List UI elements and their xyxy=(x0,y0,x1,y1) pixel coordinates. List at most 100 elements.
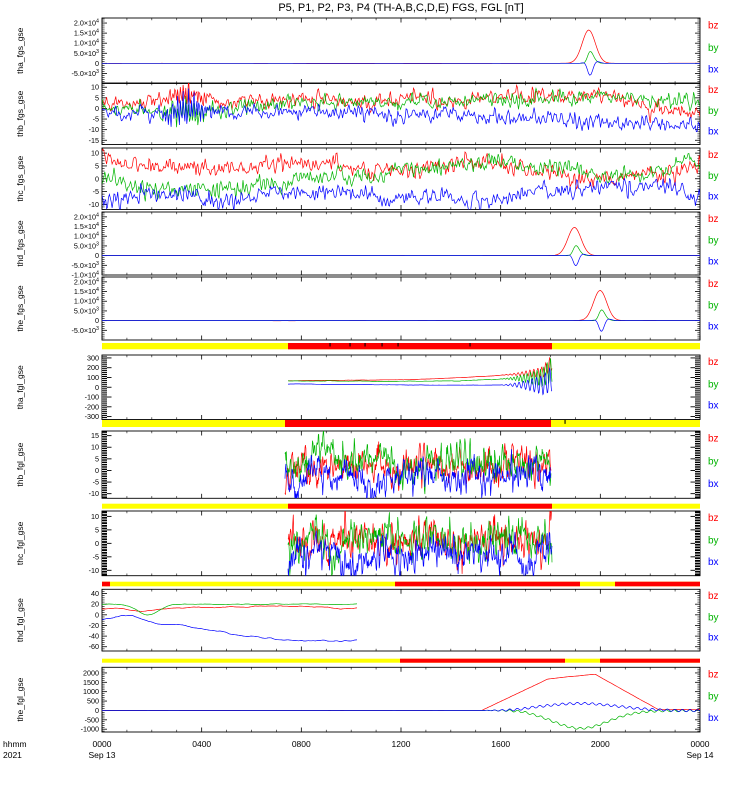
svg-text:2.0×104: 2.0×104 xyxy=(74,277,99,286)
svg-text:0: 0 xyxy=(95,383,99,392)
svg-text:1.0×104: 1.0×104 xyxy=(74,297,99,306)
svg-text:bz: bz xyxy=(708,591,719,602)
svg-text:-20: -20 xyxy=(89,621,99,630)
svg-text:P5, P1, P2, P3, P4 (TH-A,B,C,D: P5, P1, P2, P3, P4 (TH-A,B,C,D,E) FGS, F… xyxy=(278,2,523,14)
svg-text:0: 0 xyxy=(95,706,99,715)
svg-text:1500: 1500 xyxy=(83,678,99,687)
svg-text:0: 0 xyxy=(95,251,99,260)
svg-text:the_fgs_gse: the_fgs_gse xyxy=(15,285,25,332)
svg-text:bz: bz xyxy=(708,20,719,31)
svg-text:10: 10 xyxy=(91,512,99,521)
svg-text:-500: -500 xyxy=(85,715,99,724)
svg-text:by: by xyxy=(708,43,719,54)
svg-text:0: 0 xyxy=(95,539,99,548)
svg-text:2000: 2000 xyxy=(591,739,610,749)
svg-text:1.5×104: 1.5×104 xyxy=(74,222,99,231)
svg-text:thb_fgs_gse: thb_fgs_gse xyxy=(15,90,25,137)
svg-text:thd_fgl_gse: thd_fgl_gse xyxy=(15,598,25,642)
svg-text:bz: bz xyxy=(708,357,719,368)
svg-text:0: 0 xyxy=(95,174,99,183)
svg-text:-10: -10 xyxy=(89,125,99,134)
svg-text:1.5×104: 1.5×104 xyxy=(74,287,99,296)
svg-text:2000: 2000 xyxy=(83,668,99,677)
svg-text:0800: 0800 xyxy=(292,739,311,749)
svg-text:bz: bz xyxy=(708,279,719,290)
svg-text:bz: bz xyxy=(708,433,719,444)
svg-text:by: by xyxy=(708,301,719,312)
svg-text:1.0×104: 1.0×104 xyxy=(74,39,99,48)
svg-text:by: by xyxy=(708,236,719,247)
svg-text:0: 0 xyxy=(95,316,99,325)
svg-text:0000: 0000 xyxy=(691,739,710,749)
svg-text:1600: 1600 xyxy=(491,739,510,749)
svg-text:2.0×104: 2.0×104 xyxy=(74,19,99,28)
svg-text:thc_fgs_gse: thc_fgs_gse xyxy=(15,156,25,202)
svg-text:bx: bx xyxy=(708,633,719,644)
svg-text:-15: -15 xyxy=(89,136,99,145)
svg-text:300: 300 xyxy=(87,353,99,362)
svg-text:-200: -200 xyxy=(85,402,99,411)
svg-text:0400: 0400 xyxy=(192,739,211,749)
svg-text:the_fgl_gse: the_fgl_gse xyxy=(15,677,25,721)
svg-text:5: 5 xyxy=(95,93,99,102)
svg-text:10: 10 xyxy=(91,149,99,158)
svg-text:Sep 13: Sep 13 xyxy=(89,750,116,760)
svg-text:-5: -5 xyxy=(93,478,99,487)
svg-text:0: 0 xyxy=(95,466,99,475)
svg-text:-5: -5 xyxy=(93,115,99,124)
svg-text:2021: 2021 xyxy=(3,750,22,760)
svg-text:5.0×103: 5.0×103 xyxy=(74,241,99,250)
svg-text:-5: -5 xyxy=(93,552,99,561)
svg-text:1.0×104: 1.0×104 xyxy=(74,232,99,241)
svg-text:Sep 14: Sep 14 xyxy=(687,750,714,760)
svg-text:bx: bx xyxy=(708,713,719,724)
svg-text:by: by xyxy=(708,379,719,390)
svg-text:by: by xyxy=(708,612,719,623)
svg-text:bz: bz xyxy=(708,513,719,524)
svg-text:tha_fgl_gse: tha_fgl_gse xyxy=(15,365,25,409)
svg-text:5: 5 xyxy=(95,454,99,463)
svg-text:by: by xyxy=(708,106,719,117)
svg-text:by: by xyxy=(708,171,719,182)
svg-text:0: 0 xyxy=(95,610,99,619)
svg-text:-5: -5 xyxy=(93,187,99,196)
svg-text:-10: -10 xyxy=(89,200,99,209)
svg-text:by: by xyxy=(708,535,719,546)
svg-text:5: 5 xyxy=(95,525,99,534)
svg-text:15: 15 xyxy=(91,431,99,440)
svg-text:-5.0×103: -5.0×103 xyxy=(71,261,99,270)
svg-text:40: 40 xyxy=(91,589,99,598)
svg-text:bx: bx xyxy=(708,256,719,267)
svg-text:bx: bx xyxy=(708,191,719,202)
svg-text:-300: -300 xyxy=(85,412,99,421)
svg-text:thd_fgs_gse: thd_fgs_gse xyxy=(15,220,25,267)
svg-text:200: 200 xyxy=(87,363,99,372)
svg-text:bz: bz xyxy=(708,214,719,225)
svg-text:1.5×104: 1.5×104 xyxy=(74,29,99,38)
svg-text:2.0×104: 2.0×104 xyxy=(74,212,99,221)
svg-text:thc_fgl_gse: thc_fgl_gse xyxy=(15,521,25,565)
svg-text:bx: bx xyxy=(708,126,719,137)
svg-text:100: 100 xyxy=(87,373,99,382)
svg-text:5: 5 xyxy=(95,161,99,170)
svg-text:bz: bz xyxy=(708,669,719,680)
svg-text:-5.0×103: -5.0×103 xyxy=(71,326,99,335)
svg-text:bx: bx xyxy=(708,557,719,568)
svg-text:bz: bz xyxy=(708,150,719,161)
svg-text:bx: bx xyxy=(708,401,719,412)
svg-text:thb_fgl_gse: thb_fgl_gse xyxy=(15,442,25,486)
svg-text:0000: 0000 xyxy=(93,739,112,749)
svg-text:10: 10 xyxy=(91,443,99,452)
svg-text:-60: -60 xyxy=(89,642,99,651)
svg-text:5.0×103: 5.0×103 xyxy=(74,306,99,315)
svg-text:-100: -100 xyxy=(85,393,99,402)
svg-text:-40: -40 xyxy=(89,632,99,641)
svg-text:by: by xyxy=(708,457,719,468)
svg-text:1000: 1000 xyxy=(83,687,99,696)
svg-text:tha_fgs_gse: tha_fgs_gse xyxy=(15,27,25,74)
svg-text:bx: bx xyxy=(708,64,719,75)
svg-text:0: 0 xyxy=(95,59,99,68)
svg-text:bx: bx xyxy=(708,321,719,332)
svg-text:-10: -10 xyxy=(89,566,99,575)
svg-text:1200: 1200 xyxy=(392,739,411,749)
